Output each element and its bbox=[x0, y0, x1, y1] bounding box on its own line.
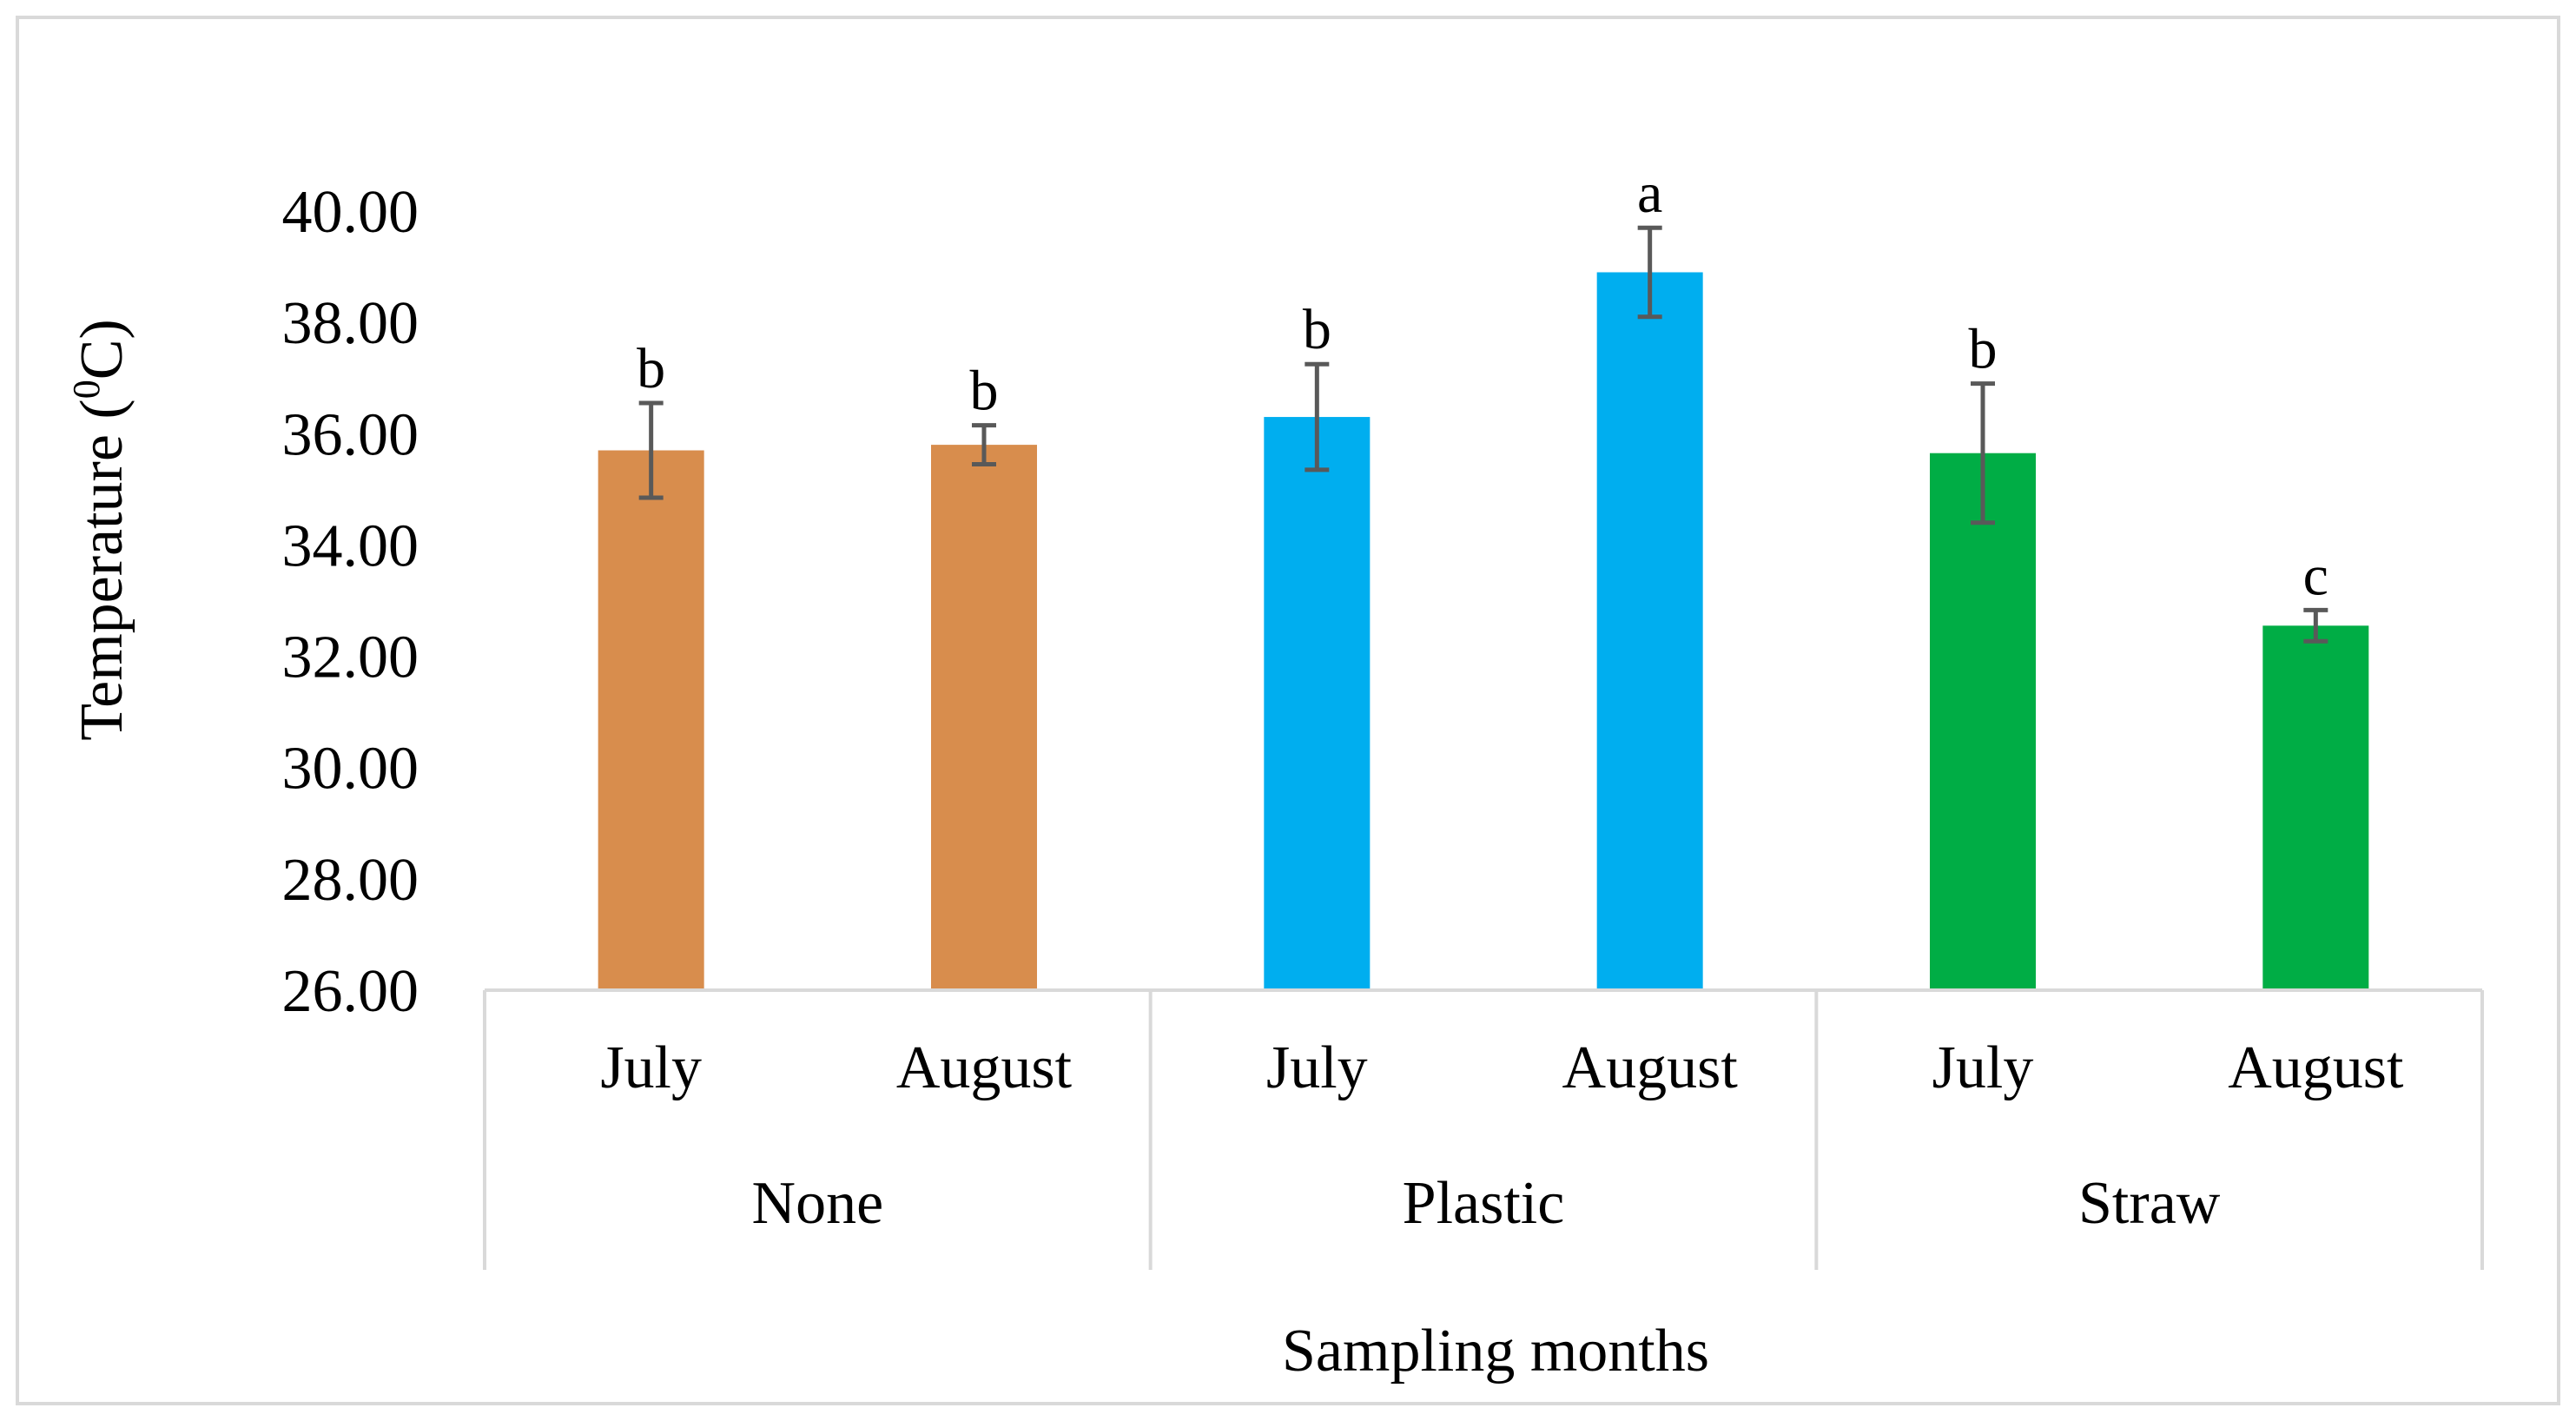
y-axis-title-superscript: 0 bbox=[65, 380, 108, 399]
y-tick-label: 34.00 bbox=[282, 512, 419, 579]
significance-labels-layer: b b b a b c bbox=[637, 162, 2328, 607]
x-tick-label-month: July bbox=[1266, 1034, 1368, 1101]
x-tick-label-month: August bbox=[1562, 1034, 1739, 1101]
y-tick-label: 36.00 bbox=[282, 401, 419, 468]
bar bbox=[1930, 453, 2036, 990]
x-tick-label-month: July bbox=[600, 1034, 702, 1101]
error-bars-layer bbox=[638, 225, 2328, 644]
y-tick-label: 30.00 bbox=[282, 736, 419, 803]
bars-layer bbox=[598, 272, 2369, 990]
y-tick-label: 26.00 bbox=[282, 958, 419, 1025]
y-axis-title-main: Temperature ( bbox=[69, 399, 135, 740]
x-group-label: Plastic bbox=[1403, 1170, 1565, 1237]
y-tick-label: 32.00 bbox=[282, 625, 419, 691]
significance-letter: a bbox=[1637, 162, 1662, 225]
significance-letter: b bbox=[637, 337, 665, 400]
y-tick-label: 38.00 bbox=[282, 290, 419, 357]
bar bbox=[2262, 625, 2369, 990]
x-axis: July August July August July August None Plasti… bbox=[483, 988, 2484, 1270]
significance-letter: b bbox=[970, 360, 999, 423]
x-axis-title: Sampling months bbox=[1282, 1318, 1709, 1385]
y-tick-label: 40.00 bbox=[282, 179, 419, 246]
significance-letter: b bbox=[1969, 318, 1998, 381]
y-axis: 26.00 28.00 30.00 32.00 34.00 36.00 38.00 40.00 bbox=[282, 179, 419, 1025]
bar bbox=[1596, 272, 1703, 990]
y-axis-title: Temperature (0C) bbox=[65, 319, 135, 740]
x-group-label: Straw bbox=[2078, 1170, 2221, 1237]
bar bbox=[598, 450, 704, 990]
x-tick-label-month: August bbox=[896, 1034, 1073, 1101]
y-tick-label: 28.00 bbox=[282, 847, 419, 914]
bar bbox=[1264, 417, 1371, 990]
significance-letter: c bbox=[2303, 544, 2328, 607]
x-group-label: None bbox=[752, 1170, 884, 1237]
x-tick-label-month: August bbox=[2228, 1034, 2404, 1101]
bar bbox=[931, 445, 1037, 990]
x-tick-label-month: July bbox=[1932, 1034, 2034, 1101]
significance-letter: b bbox=[1303, 298, 1331, 361]
y-axis-title-unit: C) bbox=[69, 319, 135, 380]
